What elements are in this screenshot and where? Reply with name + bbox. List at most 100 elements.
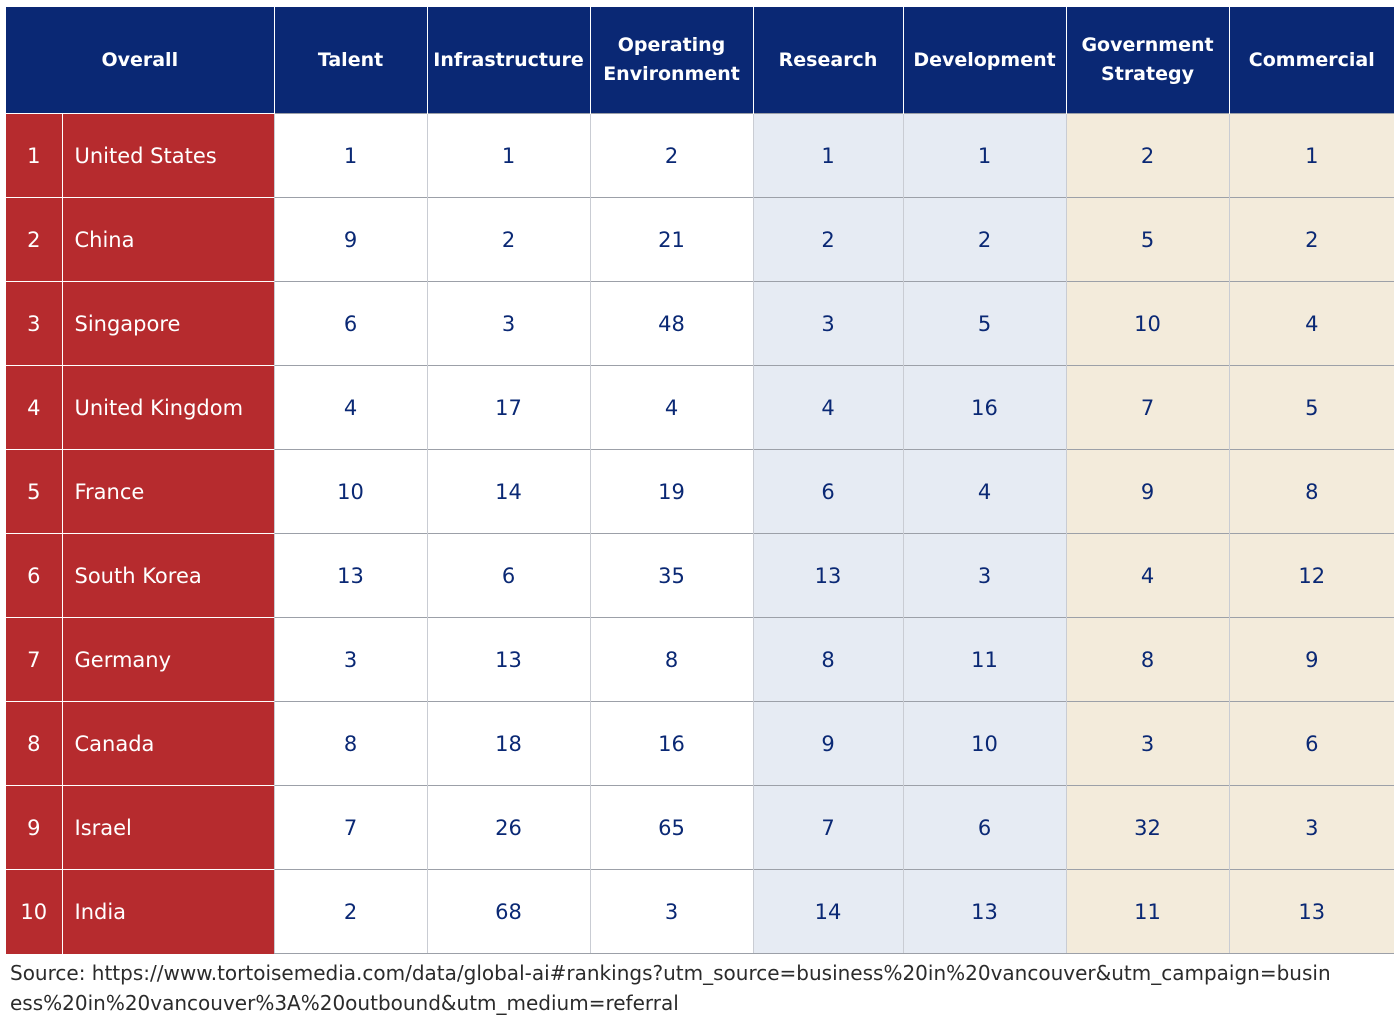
score-cell: 13 <box>273 533 428 618</box>
score-cell: 7 <box>752 785 904 870</box>
score-cell: 3 <box>1065 701 1230 786</box>
score-cell: 4 <box>1228 281 1395 366</box>
score-cell: 26 <box>426 785 591 870</box>
score-cell: 5 <box>902 281 1067 366</box>
score-cell: 2 <box>752 197 904 282</box>
rank-cell: 3 <box>6 281 62 366</box>
score-cell: 10 <box>902 701 1067 786</box>
score-cell: 8 <box>1065 617 1230 702</box>
score-cell: 3 <box>426 281 591 366</box>
source-note: Source: https://www.tortoisemedia.com/da… <box>10 961 1331 1015</box>
score-cell: 4 <box>1065 533 1230 618</box>
column-header: Development <box>902 7 1067 114</box>
table-row: 3 Singapore 6 3 48 3 5 10 4 <box>6 281 1395 366</box>
score-cell: 3 <box>1228 785 1395 870</box>
country-cell: Germany <box>61 617 275 702</box>
score-cell: 6 <box>426 533 591 618</box>
country-cell: United States <box>61 113 275 198</box>
score-cell: 8 <box>273 701 428 786</box>
rank-cell: 2 <box>6 197 62 282</box>
score-cell: 6 <box>273 281 428 366</box>
country-cell: Israel <box>61 785 275 870</box>
header-row: Overall Talent Infrastructure Operating Env… <box>6 7 1395 114</box>
score-cell: 35 <box>589 533 754 618</box>
score-cell: 11 <box>902 617 1067 702</box>
score-cell: 6 <box>902 785 1067 870</box>
score-cell: 2 <box>589 113 754 198</box>
score-cell: 48 <box>589 281 754 366</box>
score-cell: 32 <box>1065 785 1230 870</box>
score-cell: 13 <box>752 533 904 618</box>
score-cell: 1 <box>426 113 591 198</box>
rank-cell: 6 <box>6 533 62 618</box>
rank-cell: 9 <box>6 785 62 870</box>
score-cell: 3 <box>752 281 904 366</box>
table-row: 9 Israel 7 26 65 7 6 32 3 <box>6 785 1395 870</box>
country-cell: China <box>61 197 275 282</box>
column-header: Overall <box>6 7 275 114</box>
score-cell: 17 <box>426 365 591 450</box>
country-cell: Canada <box>61 701 275 786</box>
score-cell: 1 <box>902 113 1067 198</box>
score-cell: 4 <box>752 365 904 450</box>
table-row: 6 South Korea 13 6 35 13 3 4 12 <box>6 533 1395 618</box>
score-cell: 13 <box>1228 869 1395 954</box>
rankings-table-wrapper: Overall Talent Infrastructure Operating Env… <box>6 7 1395 954</box>
global-ai-rankings-table: Overall Talent Infrastructure Operating Env… <box>6 7 1395 954</box>
score-cell: 19 <box>589 449 754 534</box>
score-cell: 8 <box>752 617 904 702</box>
score-cell: 1 <box>273 113 428 198</box>
score-cell: 14 <box>426 449 591 534</box>
score-cell: 21 <box>589 197 754 282</box>
country-cell: South Korea <box>61 533 275 618</box>
score-cell: 1 <box>1228 113 1395 198</box>
score-cell: 9 <box>1065 449 1230 534</box>
column-header: Commercial <box>1228 7 1395 114</box>
score-cell: 2 <box>1228 197 1395 282</box>
table-body: 1 United States 1 1 2 1 1 2 1 2 China 9 2 21 2 2 5 2 3 Sing… <box>6 113 1395 954</box>
score-cell: 6 <box>1228 701 1395 786</box>
score-cell: 6 <box>752 449 904 534</box>
score-cell: 16 <box>589 701 754 786</box>
score-cell: 13 <box>902 869 1067 954</box>
score-cell: 13 <box>426 617 591 702</box>
score-cell: 12 <box>1228 533 1395 618</box>
table-row: 4 United Kingdom 4 17 4 4 16 7 5 <box>6 365 1395 450</box>
rank-cell: 1 <box>6 113 62 198</box>
score-cell: 18 <box>426 701 591 786</box>
rank-cell: 4 <box>6 365 62 450</box>
score-cell: 3 <box>273 617 428 702</box>
country-cell: France <box>61 449 275 534</box>
score-cell: 9 <box>1228 617 1395 702</box>
score-cell: 1 <box>752 113 904 198</box>
score-cell: 8 <box>589 617 754 702</box>
table-row: 8 Canada 8 18 16 9 10 3 6 <box>6 701 1395 786</box>
score-cell: 2 <box>902 197 1067 282</box>
table-row: 1 United States 1 1 2 1 1 2 1 <box>6 113 1395 198</box>
score-cell: 10 <box>273 449 428 534</box>
country-cell: India <box>61 869 275 954</box>
column-header: Talent <box>273 7 428 114</box>
rank-cell: 7 <box>6 617 62 702</box>
score-cell: 4 <box>902 449 1067 534</box>
score-cell: 10 <box>1065 281 1230 366</box>
column-header: Infrastructure <box>426 7 591 114</box>
score-cell: 2 <box>426 197 591 282</box>
country-cell: Singapore <box>61 281 275 366</box>
column-header: Government Strategy <box>1065 7 1230 114</box>
rank-cell: 8 <box>6 701 62 786</box>
score-cell: 7 <box>273 785 428 870</box>
score-cell: 5 <box>1065 197 1230 282</box>
score-cell: 11 <box>1065 869 1230 954</box>
rank-cell: 10 <box>6 869 62 954</box>
rank-cell: 5 <box>6 449 62 534</box>
table-row: 7 Germany 3 13 8 8 11 8 9 <box>6 617 1395 702</box>
score-cell: 3 <box>589 869 754 954</box>
score-cell: 68 <box>426 869 591 954</box>
score-cell: 9 <box>273 197 428 282</box>
table-row: 5 France 10 14 19 6 4 9 8 <box>6 449 1395 534</box>
table-row: 10 India 2 68 3 14 13 11 13 <box>6 869 1395 954</box>
score-cell: 2 <box>273 869 428 954</box>
column-header: Operating Environment <box>589 7 754 114</box>
score-cell: 4 <box>273 365 428 450</box>
